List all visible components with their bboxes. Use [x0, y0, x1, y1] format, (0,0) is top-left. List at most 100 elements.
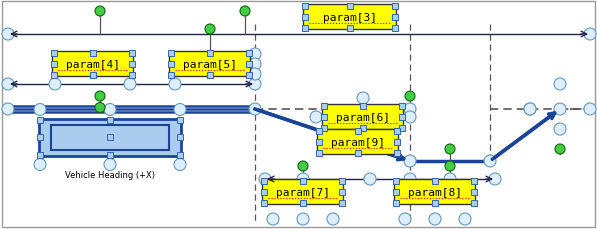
Circle shape: [95, 103, 105, 113]
FancyBboxPatch shape: [399, 104, 405, 109]
FancyBboxPatch shape: [51, 62, 57, 68]
FancyBboxPatch shape: [394, 150, 400, 156]
Circle shape: [484, 155, 496, 167]
FancyBboxPatch shape: [393, 178, 399, 184]
FancyBboxPatch shape: [170, 52, 251, 77]
FancyBboxPatch shape: [37, 117, 43, 123]
FancyBboxPatch shape: [321, 104, 327, 109]
FancyBboxPatch shape: [246, 73, 252, 79]
FancyBboxPatch shape: [246, 51, 252, 57]
Circle shape: [298, 161, 308, 171]
FancyBboxPatch shape: [399, 125, 405, 131]
FancyBboxPatch shape: [129, 73, 135, 79]
FancyBboxPatch shape: [355, 150, 361, 156]
Circle shape: [429, 213, 441, 225]
FancyBboxPatch shape: [129, 51, 135, 57]
FancyBboxPatch shape: [316, 128, 322, 134]
Circle shape: [554, 123, 566, 135]
FancyBboxPatch shape: [53, 52, 134, 77]
Circle shape: [310, 112, 322, 123]
FancyBboxPatch shape: [471, 189, 477, 195]
Circle shape: [95, 7, 105, 17]
Circle shape: [104, 159, 116, 171]
Text: param[8]: param[8]: [408, 187, 462, 197]
Circle shape: [205, 25, 215, 35]
FancyBboxPatch shape: [177, 117, 183, 123]
Circle shape: [524, 104, 536, 115]
FancyBboxPatch shape: [37, 134, 43, 140]
FancyBboxPatch shape: [39, 119, 181, 156]
Circle shape: [445, 144, 455, 154]
FancyBboxPatch shape: [90, 51, 96, 57]
FancyBboxPatch shape: [107, 117, 113, 123]
Circle shape: [2, 104, 14, 115]
Circle shape: [34, 159, 46, 171]
FancyBboxPatch shape: [316, 139, 322, 145]
FancyBboxPatch shape: [432, 200, 438, 206]
FancyBboxPatch shape: [347, 26, 353, 32]
FancyBboxPatch shape: [261, 200, 267, 206]
Circle shape: [297, 213, 309, 225]
Circle shape: [95, 92, 105, 101]
FancyBboxPatch shape: [168, 73, 174, 79]
Circle shape: [554, 104, 566, 115]
FancyBboxPatch shape: [322, 105, 404, 130]
Circle shape: [404, 155, 416, 167]
FancyBboxPatch shape: [393, 200, 399, 206]
Text: param[4]: param[4]: [66, 60, 120, 70]
FancyBboxPatch shape: [394, 128, 400, 134]
Circle shape: [357, 131, 369, 142]
Circle shape: [489, 173, 501, 185]
FancyBboxPatch shape: [261, 178, 267, 184]
FancyBboxPatch shape: [168, 62, 174, 68]
FancyBboxPatch shape: [399, 114, 405, 120]
FancyBboxPatch shape: [318, 130, 399, 155]
FancyBboxPatch shape: [168, 51, 174, 57]
FancyBboxPatch shape: [316, 150, 322, 156]
FancyBboxPatch shape: [90, 73, 96, 79]
Circle shape: [249, 49, 261, 61]
Circle shape: [405, 92, 415, 101]
FancyBboxPatch shape: [177, 134, 183, 140]
Circle shape: [249, 59, 261, 71]
FancyBboxPatch shape: [302, 26, 308, 32]
Text: param[9]: param[9]: [331, 137, 385, 147]
FancyBboxPatch shape: [263, 180, 343, 204]
Text: param[7]: param[7]: [276, 187, 330, 197]
Text: param[3]: param[3]: [323, 13, 377, 23]
Circle shape: [364, 173, 376, 185]
FancyBboxPatch shape: [107, 134, 113, 140]
FancyBboxPatch shape: [392, 26, 398, 32]
Circle shape: [524, 104, 536, 115]
Circle shape: [555, 144, 565, 154]
FancyBboxPatch shape: [432, 178, 438, 184]
Circle shape: [34, 104, 46, 116]
Circle shape: [327, 213, 339, 225]
Circle shape: [2, 29, 14, 41]
Circle shape: [174, 104, 186, 116]
Circle shape: [399, 213, 411, 225]
Circle shape: [404, 104, 416, 115]
FancyBboxPatch shape: [302, 15, 308, 21]
Circle shape: [404, 112, 416, 123]
Circle shape: [584, 104, 596, 115]
Circle shape: [357, 93, 369, 105]
Circle shape: [267, 213, 279, 225]
FancyBboxPatch shape: [321, 125, 327, 131]
Circle shape: [240, 7, 250, 17]
Circle shape: [249, 69, 261, 81]
Circle shape: [404, 173, 416, 185]
Circle shape: [174, 159, 186, 171]
Circle shape: [2, 79, 14, 91]
FancyBboxPatch shape: [51, 51, 57, 57]
FancyBboxPatch shape: [246, 62, 252, 68]
FancyBboxPatch shape: [339, 178, 345, 184]
FancyBboxPatch shape: [207, 51, 213, 57]
FancyBboxPatch shape: [392, 4, 398, 10]
Circle shape: [124, 79, 136, 91]
Circle shape: [249, 79, 261, 91]
Text: param[6]: param[6]: [336, 112, 390, 123]
FancyBboxPatch shape: [360, 125, 366, 131]
Circle shape: [104, 104, 116, 116]
Circle shape: [297, 173, 309, 185]
